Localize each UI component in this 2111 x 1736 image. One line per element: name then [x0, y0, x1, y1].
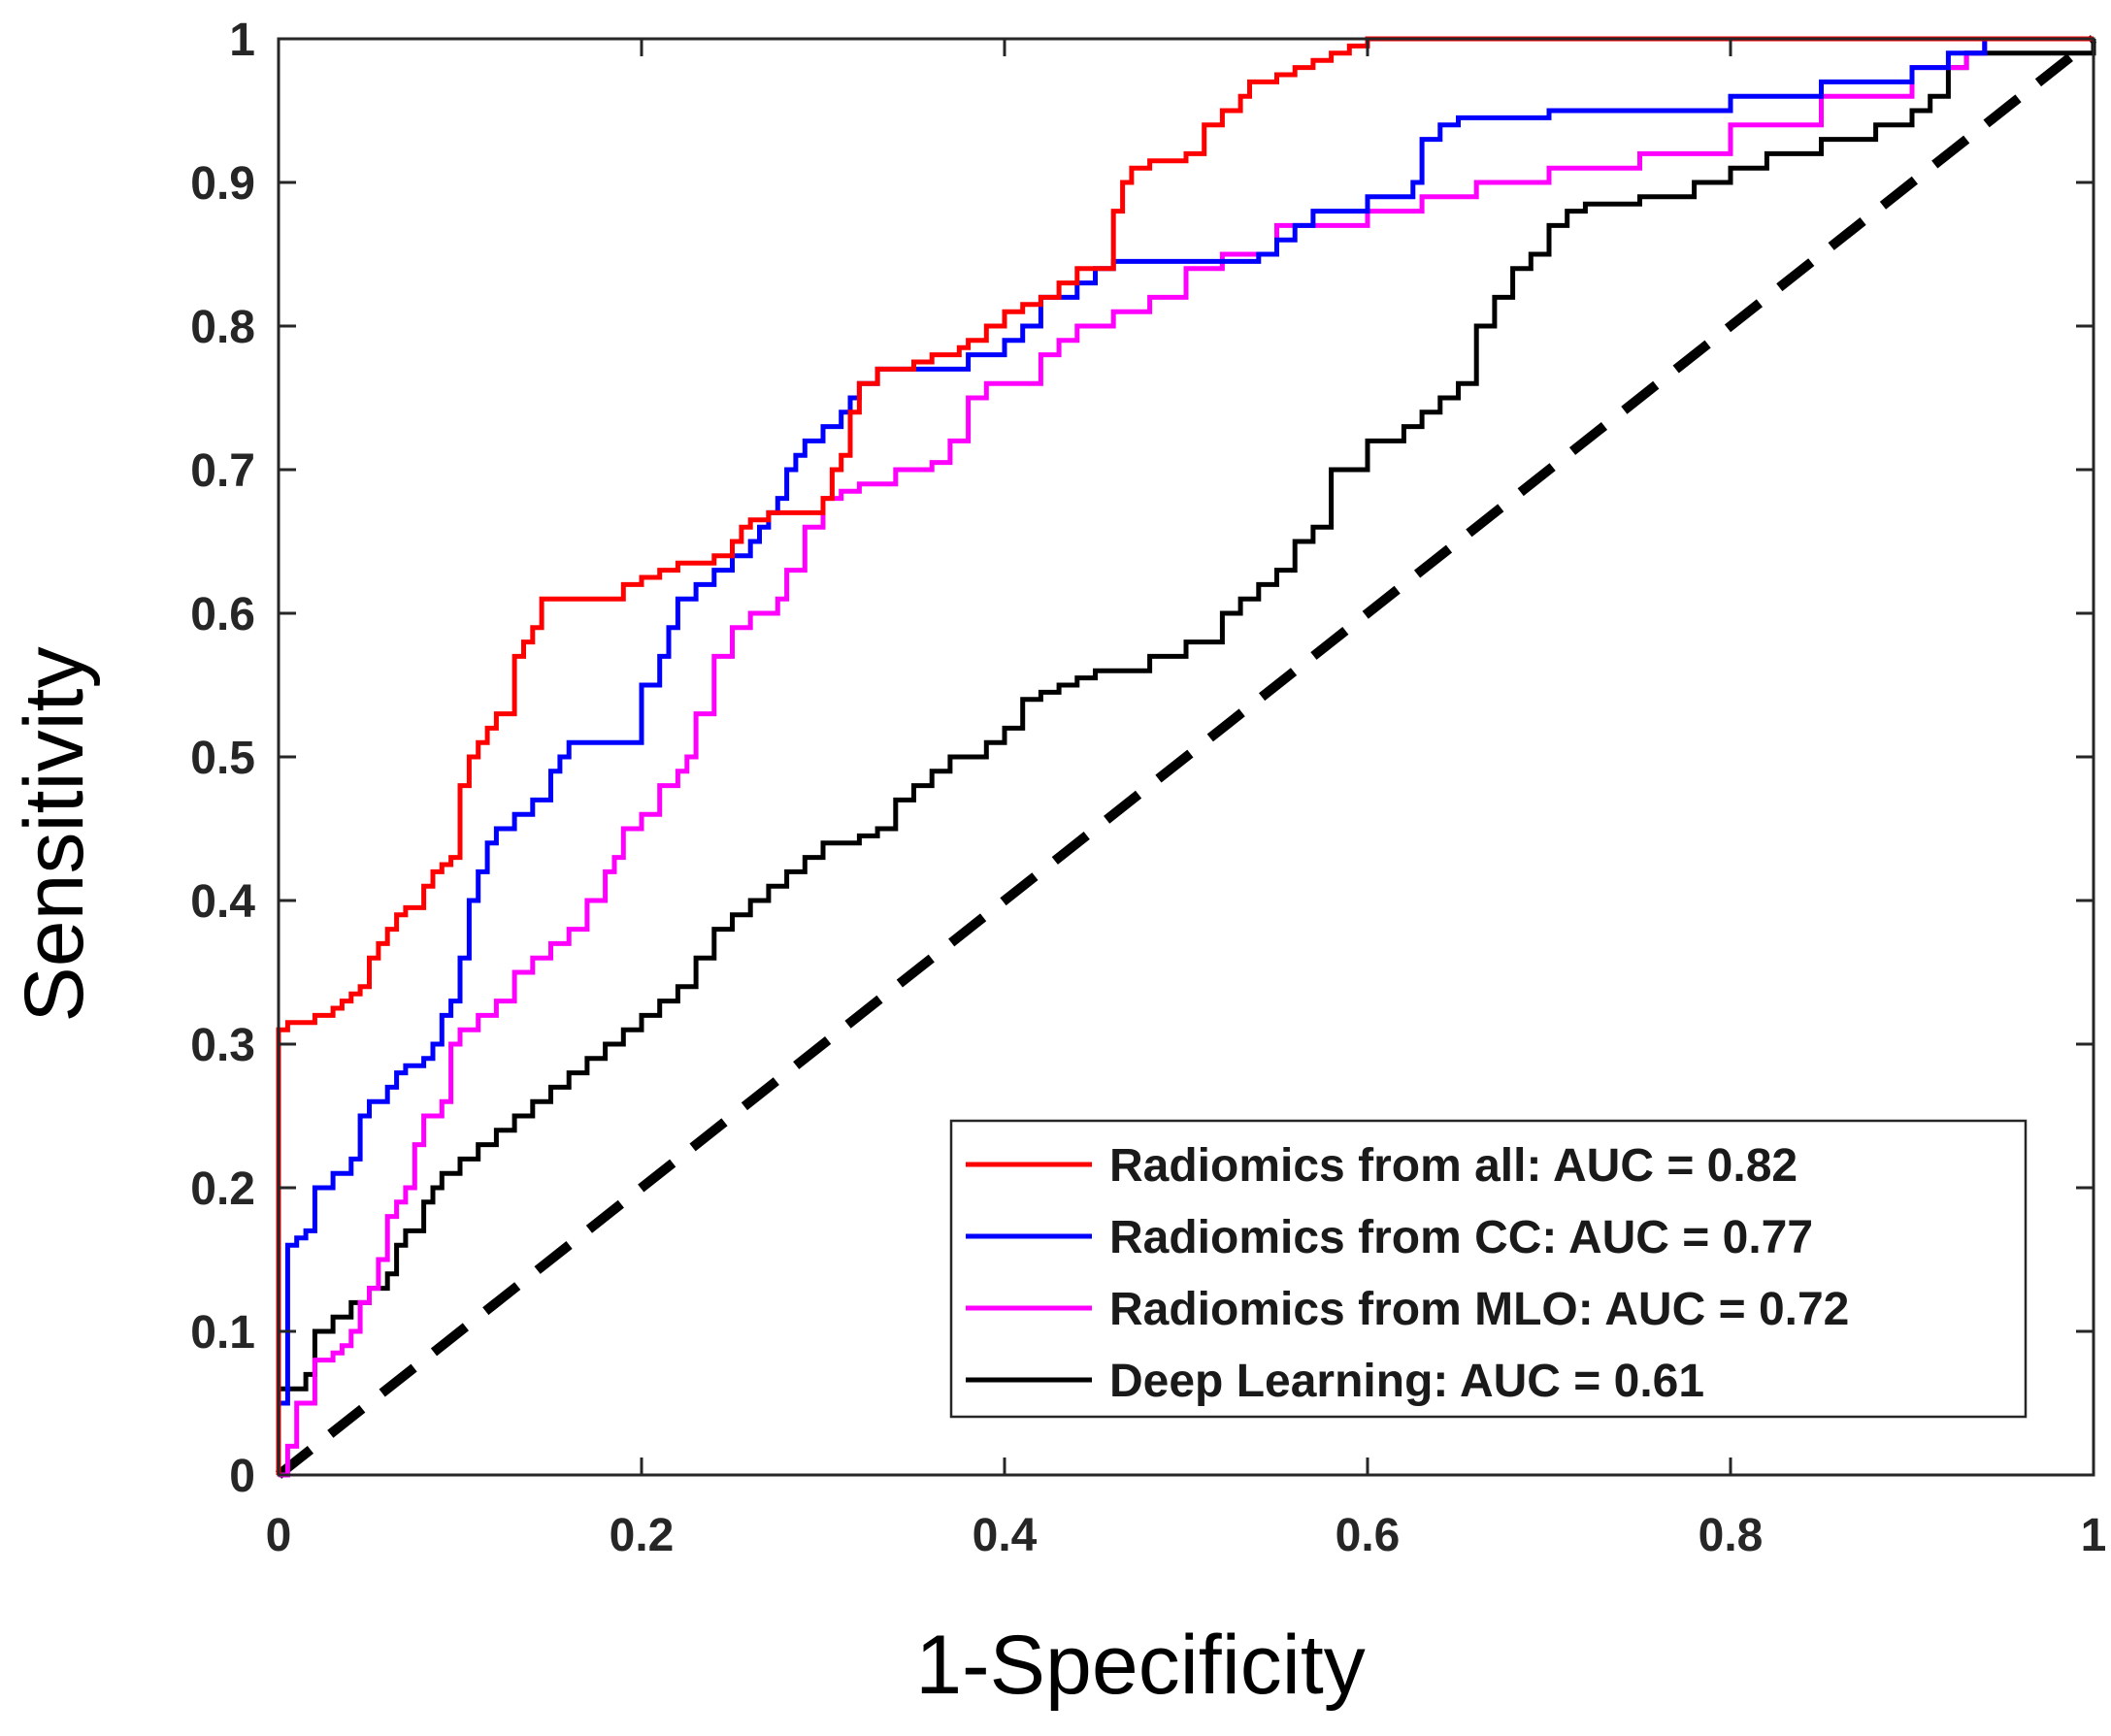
x-tick-label: 0.6: [1336, 1510, 1401, 1561]
legend-label: Radiomics from MLO: AUC = 0.72: [1109, 1284, 1849, 1335]
legend-label: Deep Learning: AUC = 0.61: [1109, 1356, 1704, 1407]
legend-entries: Radiomics from all: AUC = 0.82 Radiomics …: [966, 1140, 1849, 1407]
y-axis-label: Sensitivity: [8, 646, 101, 1022]
y-tick-label: 0.6: [190, 589, 255, 640]
y-tick-label: 0.4: [190, 876, 255, 928]
y-tick-label: 0.2: [190, 1163, 255, 1215]
y-tick-label: 0.1: [190, 1307, 255, 1359]
series-line-deep-learning-auc-0-61: [276, 39, 2096, 1475]
y-tick-label: 0.9: [190, 158, 255, 210]
x-tick-label: 0: [266, 1510, 292, 1561]
series-layer: [275, 35, 2097, 1479]
y-tick-label: 0.3: [190, 1020, 255, 1071]
legend-label: Radiomics from all: AUC = 0.82: [1109, 1140, 1798, 1192]
series-line-radiomics-from-cc-auc-0-77: [276, 36, 2094, 1475]
x-tick-label: 0.4: [973, 1510, 1038, 1561]
y-tick-label: 0.8: [190, 302, 255, 353]
x-tick-label: 0.8: [1699, 1510, 1764, 1561]
y-tick-label: 0.5: [190, 733, 255, 784]
x-tick-label: 1: [2081, 1510, 2107, 1561]
legend-box: [949, 1119, 2028, 1419]
legend-label: Radiomics from CC: AUC = 0.77: [1109, 1212, 1813, 1263]
y-tick-label: 1: [229, 15, 255, 66]
legend: Radiomics from all: AUC = 0.82 Radiomics …: [949, 1119, 2028, 1419]
x-tick-label: 0.2: [610, 1510, 675, 1561]
series-line-radiomics-from-all-auc-0-82: [276, 36, 2094, 1475]
y-tick-label: 0.7: [190, 445, 255, 497]
tick-layer: 0 0.2 0.4 0.6 0.8 1 0 0.1 0.2 0.3 0.4 0.5 0.6 0.7 0.8 0…: [190, 15, 2106, 1561]
y-tick-label: 0: [229, 1451, 255, 1502]
series-line-chance: [275, 35, 2097, 1479]
x-axis-label: 1-Specificity: [915, 1619, 1366, 1712]
